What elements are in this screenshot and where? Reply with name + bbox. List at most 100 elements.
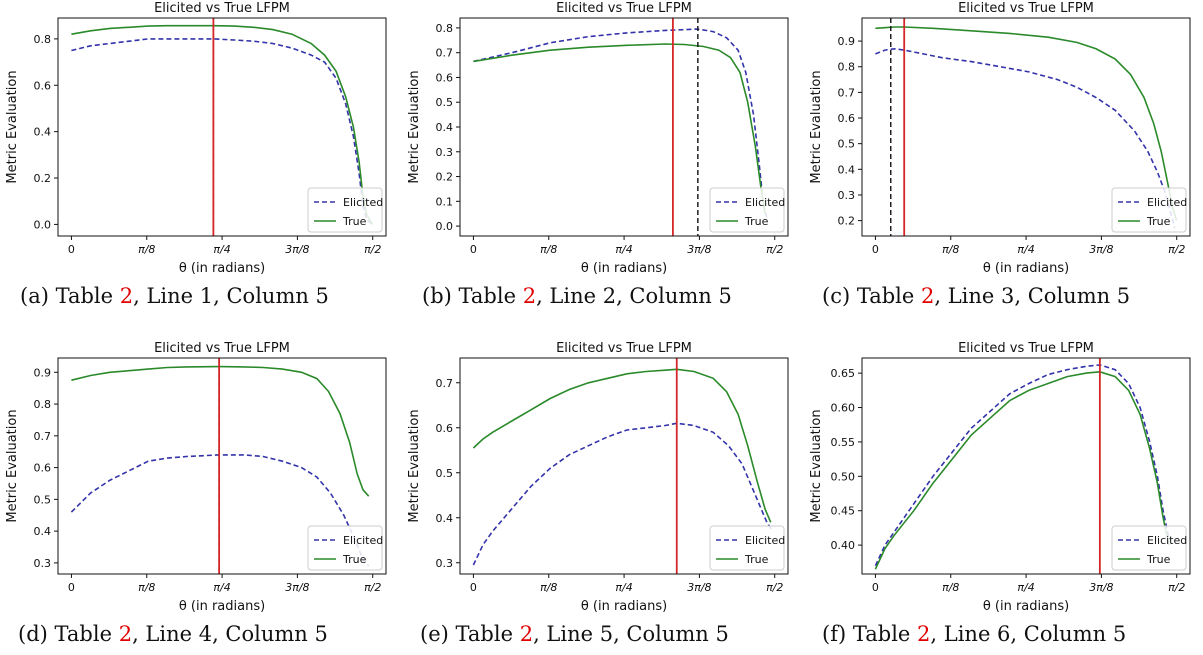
x-tick-label: π/8 [942,243,959,256]
x-tick-label: 0 [68,243,75,256]
x-axis-label: θ (in radians) [581,261,667,276]
y-tick-label: 0.0 [34,218,52,231]
x-tick-label: π/4 [615,581,632,594]
y-tick-label: 0.4 [436,512,454,525]
plot-area [472,358,774,574]
series-line-true [874,370,1170,570]
y-tick-label: 0.7 [838,86,856,99]
y-axis-label: Metric Evaluation [5,70,20,183]
legend: Elicited True [1111,187,1187,233]
x-tick-label: 0 [872,243,879,256]
y-axis-label: Metric Evaluation [809,409,824,522]
legend-label-elicited: Elicited [745,534,785,547]
caption-c: (c) Table 2, Line 3, Column 5 [822,284,1131,308]
plot-frame [861,357,1191,575]
x-axis-label: θ (in radians) [179,261,265,276]
chart-title: Elicited vs True LFPM [958,1,1094,16]
y-tick-label: 0.8 [34,33,52,46]
series-line-true [472,368,772,523]
y-tick-label: 0.5 [436,96,454,109]
y-tick-label: 0.4 [838,163,856,176]
x-tick-label: π/8 [138,243,155,256]
series-line-elicited [874,364,1170,567]
x-tick-label: π/4 [213,243,230,256]
series-line-true [875,26,1178,221]
plot-frame [459,17,789,237]
x-tick-label: 3π/8 [285,581,309,594]
x-tick-label: 3π/8 [285,243,309,256]
x-tick-label: π/2 [1168,581,1185,594]
table-ref-link[interactable]: 2 [118,622,133,646]
plot-frame [57,17,387,237]
series-line-elicited [71,38,374,226]
legend-label-elicited: Elicited [343,534,383,547]
caption-e: (e) Table 2, Line 5, Column 5 [420,622,729,646]
table-ref-link[interactable]: 2 [519,622,534,646]
x-tick-label: π/8 [540,581,557,594]
x-tick-label: π/2 [364,581,381,594]
legend: Elicited True [307,187,383,233]
x-axis-label: θ (in radians) [983,261,1069,276]
x-tick-label: 0 [470,243,477,256]
chart-a: Elicited vs True LFPM 0 π/8 π/4 3π/8 π/2 0.0 0.… [5,1,387,276]
legend: Elicited True [709,187,785,233]
y-tick-label: 0.5 [34,493,52,506]
x-tick-label: π/4 [213,581,230,594]
series-line-true [71,365,370,497]
y-tick-label: 0.40 [831,539,856,552]
table-ref-link[interactable]: 2 [119,284,134,308]
y-tick-label: 0.2 [34,172,52,185]
y-tick-label: 0.65 [831,367,856,380]
y-tick-label: 0.8 [838,61,856,74]
x-tick-label: 0 [68,581,75,594]
legend-label-elicited: Elicited [1147,534,1187,547]
y-tick-label: 0.3 [34,557,52,570]
x-tick-label: π/2 [364,243,381,256]
y-tick-label: 0.4 [436,121,454,134]
legend-label-true: True [342,215,367,228]
x-axis-label: θ (in radians) [983,599,1069,614]
chart-f: Elicited vs True LFPM 0 π/8 π/4 3π/8 π/2 0.40 0… [809,341,1191,614]
chart-title: Elicited vs True LFPM [154,341,290,356]
legend-label-elicited: Elicited [1147,196,1187,209]
y-tick-label: 0.6 [34,79,52,92]
series-line-true [473,43,766,214]
x-tick-label: π/8 [540,243,557,256]
y-tick-label: 0.6 [838,112,856,125]
y-tick-label: 0.8 [34,398,52,411]
chart-title: Elicited vs True LFPM [958,341,1094,356]
y-tick-label: 0.50 [831,470,856,483]
plot-area [875,18,1178,236]
chart-e: Elicited vs True LFPM 0 π/8 π/4 3π/8 π/2 0.3 0.… [407,341,789,614]
y-tick-label: 0.6 [436,71,454,84]
y-tick-label: 0.3 [436,557,454,570]
caption-a: (a) Table 2, Line 1, Column 5 [20,284,329,308]
legend-label-elicited: Elicited [343,196,383,209]
x-tick-label: 3π/8 [687,581,711,594]
caption-d: (d) Table 2, Line 4, Column 5 [18,622,328,646]
x-tick-label: 0 [872,581,879,594]
y-tick-label: 0.55 [831,436,856,449]
x-tick-label: π/8 [942,581,959,594]
y-tick-label: 0.6 [34,462,52,475]
x-tick-label: 3π/8 [1089,581,1113,594]
table-ref-link[interactable]: 2 [921,284,935,308]
y-tick-label: 0.4 [34,126,52,139]
legend: Elicited True [307,525,383,571]
x-tick-label: π/8 [138,581,155,594]
table-ref-link[interactable]: 2 [522,284,537,308]
chart-title: Elicited vs True LFPM [154,1,290,16]
y-tick-label: 0.5 [436,467,454,480]
plot-frame [57,357,387,575]
series-line-elicited [473,28,768,219]
y-tick-label: 0.8 [436,22,454,35]
table-ref-link[interactable]: 2 [917,622,931,646]
x-axis-label: θ (in radians) [179,599,265,614]
legend-label-true: True [1146,215,1171,228]
series-line-elicited [70,454,370,567]
y-axis-label: Metric Evaluation [5,409,20,522]
legend-label-true: True [744,215,769,228]
y-axis-label: Metric Evaluation [407,70,422,183]
x-tick-label: π/2 [766,243,783,256]
